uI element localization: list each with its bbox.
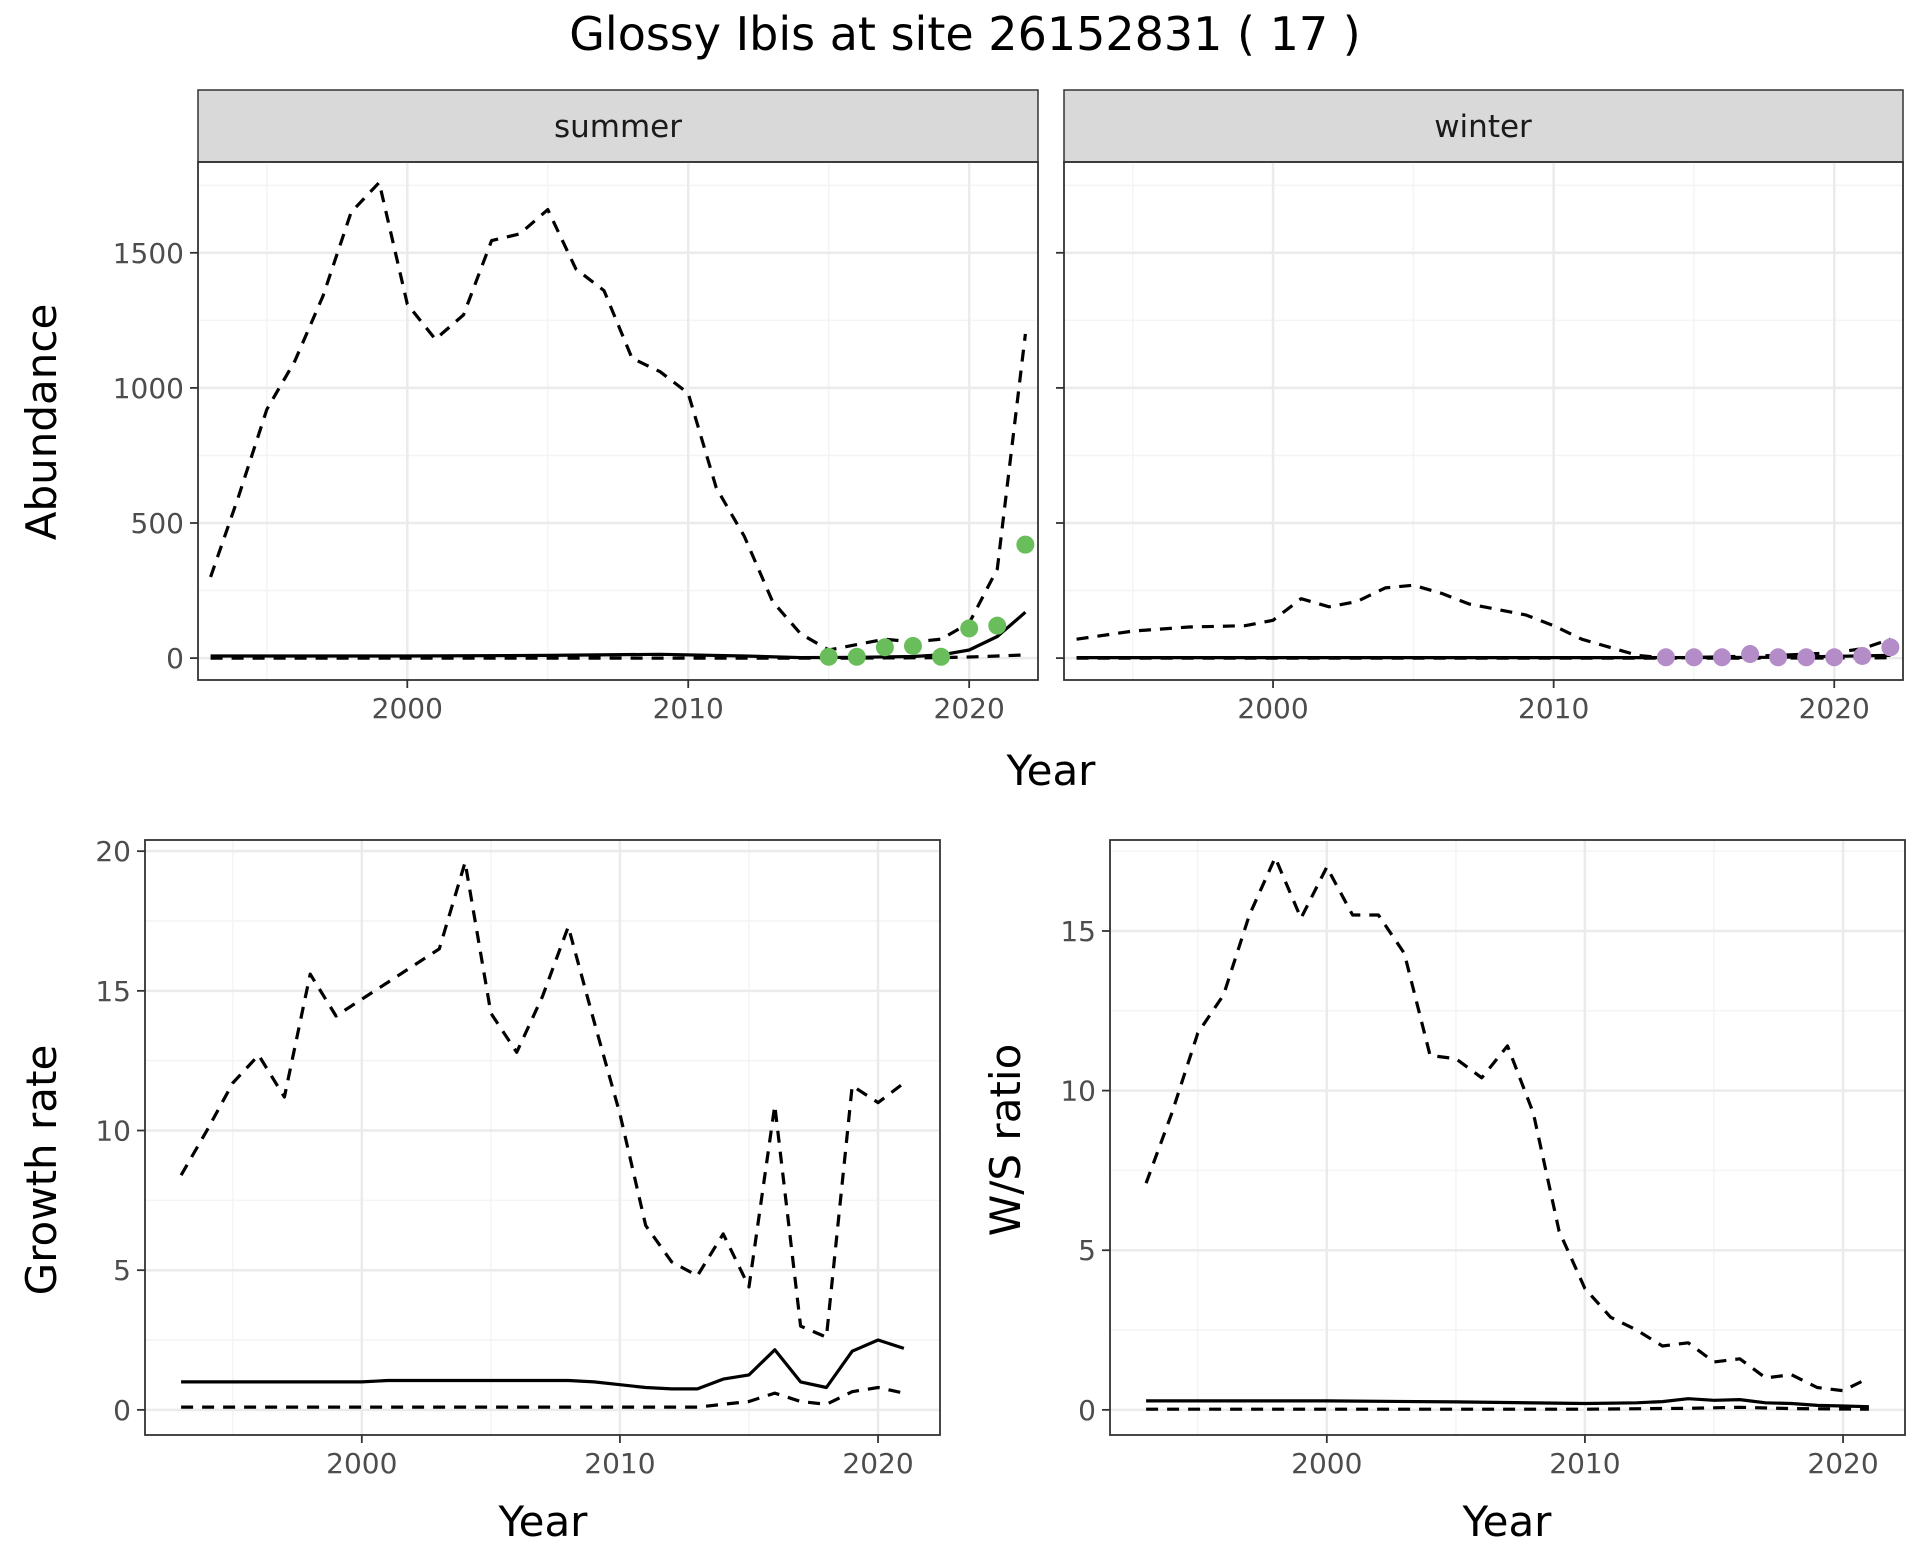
x-tick-label: 2010 [653, 692, 724, 725]
x-tick-label: 2000 [326, 1447, 397, 1480]
y-tick-label: 20 [95, 835, 131, 868]
data-point [960, 619, 979, 638]
data-point [1881, 638, 1900, 657]
x-tick-label: 2020 [842, 1447, 913, 1480]
x-tick-label: 2000 [1291, 1447, 1362, 1480]
panel-summer: summer 2000 2010 2020 0 500 1000 1500 [113, 89, 1039, 725]
series-line-lower [181, 1385, 905, 1409]
panel-border [197, 161, 1039, 681]
y-tick-label: 5 [1078, 1234, 1096, 1267]
series-line-upper [1076, 583, 1891, 660]
data-point [847, 647, 866, 666]
x-tick-label: 2020 [1799, 692, 1870, 725]
series-line-upper [1144, 855, 1870, 1393]
data-point [988, 616, 1007, 635]
y-tick-label: 1500 [113, 237, 184, 270]
strip-label-winter: winter [1434, 109, 1532, 145]
y-tick-label: 10 [1060, 1075, 1096, 1108]
data-point [819, 647, 838, 666]
strip-winter [1063, 89, 1904, 163]
panel-growth: 2000 2010 2020 0 5 10 15 20 [95, 835, 941, 1480]
data-point [903, 636, 922, 655]
data-point [1741, 645, 1760, 664]
panel-border [1109, 839, 1906, 1436]
x-tick-label: 2000 [372, 692, 443, 725]
data-point [932, 647, 951, 666]
y-tick-label: 0 [1078, 1394, 1096, 1427]
x-tick-label: 2020 [1807, 1447, 1878, 1480]
x-axis-title-growth: Year [498, 1497, 589, 1546]
data-point [1825, 648, 1844, 667]
y-tick-label: 15 [1060, 915, 1096, 948]
data-point [1797, 648, 1816, 667]
x-tick-label: 2010 [1518, 692, 1589, 725]
data-point [1656, 648, 1675, 667]
y-tick-label: 1000 [113, 372, 184, 405]
strip-summer [197, 89, 1039, 163]
y-axis-title-abundance: Abundance [17, 304, 66, 541]
panel-border [144, 839, 941, 1436]
y-tick-label: 10 [95, 1115, 131, 1148]
series-line-estimate [210, 610, 1027, 660]
y-tick-label: 15 [95, 975, 131, 1008]
chart-title: Glossy Ibis at site 26152831 ( 17 ) [569, 7, 1360, 61]
x-tick-label: 2020 [934, 692, 1005, 725]
series-line-upper [179, 860, 905, 1339]
panel-border [1063, 161, 1904, 681]
series-line-estimate [1146, 1397, 1869, 1409]
panel-winter: winter 2000 2010 2020 [1056, 89, 1904, 725]
x-axis-title-top: Year [1006, 746, 1097, 795]
y-tick-label: 5 [113, 1254, 131, 1287]
y-axis-title-ws-ratio: W/S ratio [981, 1044, 1030, 1237]
y-tick-label: 0 [166, 642, 184, 675]
data-point [1853, 646, 1872, 665]
data-point [1016, 535, 1035, 554]
data-point [1684, 648, 1703, 667]
x-axis-title-ws-ratio: Year [1462, 1497, 1553, 1546]
strip-label-summer: summer [554, 109, 682, 145]
y-tick-label: 500 [131, 507, 184, 540]
x-tick-label: 2000 [1237, 692, 1308, 725]
x-tick-label: 2010 [1549, 1447, 1620, 1480]
series-line-estimate [181, 1338, 905, 1391]
data-point [1769, 648, 1788, 667]
data-point [875, 638, 894, 657]
y-tick-label: 0 [113, 1394, 131, 1427]
panel-ws-ratio: 2000 2010 2020 0 5 10 15 [1060, 839, 1906, 1480]
series-line-lower [1146, 1405, 1869, 1411]
x-tick-label: 2010 [584, 1447, 655, 1480]
y-axis-title-growth: Growth rate [17, 1045, 66, 1296]
data-point [1713, 648, 1732, 667]
